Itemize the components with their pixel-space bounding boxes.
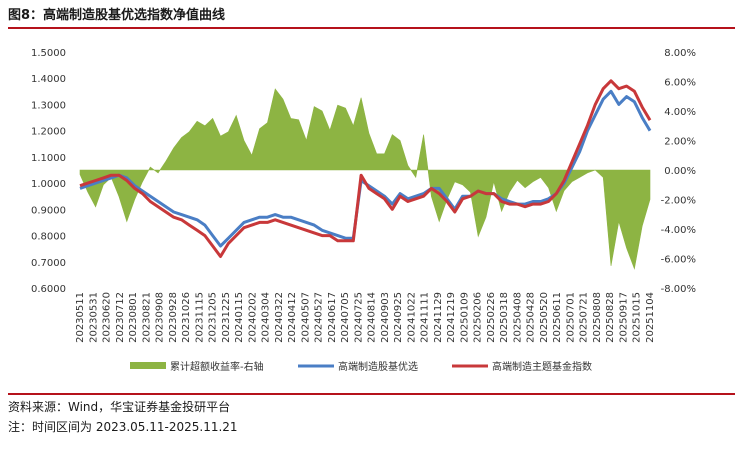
x-tick-label: 20251104: [645, 292, 656, 343]
left-tick-label: 0.9000: [31, 205, 66, 216]
x-tick-label: 20250828: [605, 292, 616, 343]
right-tick-label: -6.00%: [661, 255, 696, 266]
right-tick-label: -8.00%: [661, 284, 696, 295]
bottom-rule: [8, 393, 735, 395]
x-tick-label: 20240527: [314, 292, 325, 343]
x-tick-label: 20230531: [88, 292, 99, 343]
x-tick-label: 20231026: [181, 292, 192, 343]
x-tick-label: 20240322: [274, 292, 285, 343]
series-theme-fund-line: [79, 79, 652, 258]
x-tick-label: 20240617: [327, 292, 338, 343]
right-tick-label: 2.00%: [664, 137, 696, 148]
x-tick-label: 20250808: [592, 292, 603, 343]
source-text: 资料来源：Wind，华宝证券基金投研平台: [8, 400, 231, 414]
x-tick-label: 20240925: [393, 292, 404, 343]
x-tick-label: 20230712: [115, 292, 126, 343]
right-tick-label: -2.00%: [661, 196, 696, 207]
x-tick-label: 20240202: [247, 292, 258, 343]
x-tick-label: 20250318: [499, 292, 510, 343]
x-axis: 20230511 20230531 20230620 20230712 20230801…: [75, 292, 656, 343]
x-tick-label: 20230620: [102, 292, 113, 343]
left-tick-label: 1.4000: [31, 74, 66, 85]
legend-theme-fund-label: 高端制造主题基金指数: [492, 360, 592, 373]
right-tick-label: 6.00%: [664, 78, 696, 89]
x-tick-label: 20230908: [155, 292, 166, 343]
line-layer: [79, 79, 652, 258]
legend-stock-fund-label: 高端制造股基优选: [338, 360, 418, 373]
x-tick-label: 20231115: [194, 292, 205, 343]
x-tick-label: 20250520: [539, 292, 550, 343]
x-tick-label: 20250721: [579, 292, 590, 343]
x-tick-label: 20241022: [406, 292, 417, 343]
x-tick-label: 20250428: [526, 292, 537, 343]
x-tick-label: 20231225: [221, 292, 232, 343]
x-tick-label: 20250206: [473, 292, 484, 343]
series-excess-area: [79, 88, 651, 270]
x-tick-label: 20240115: [234, 292, 245, 343]
legend-excess-label: 累计超额收益率-右轴: [170, 360, 264, 373]
x-tick-label: 20251015: [632, 292, 643, 343]
right-tick-label: 4.00%: [664, 107, 696, 118]
x-tick-label: 20241111: [420, 292, 431, 343]
left-tick-label: 1.3000: [31, 100, 66, 111]
right-tick-label: -4.00%: [661, 225, 696, 236]
right-tick-label: 8.00%: [664, 48, 696, 59]
x-tick-label: 20250408: [512, 292, 523, 343]
x-tick-label: 20240903: [380, 292, 391, 343]
x-tick-label: 20240814: [367, 292, 378, 343]
x-tick-label: 20240507: [300, 292, 311, 343]
x-tick-label: 20230801: [128, 292, 139, 343]
x-tick-label: 20250109: [459, 292, 470, 343]
x-tick-label: 20240705: [340, 292, 351, 343]
x-tick-label: 20250611: [552, 292, 563, 343]
x-tick-label: 20231205: [208, 292, 219, 343]
left-axis: 0.6000 0.7000 0.8000 0.9000 1.0000 1.1000 1.20…: [31, 48, 66, 295]
x-tick-label: 20241219: [446, 292, 457, 343]
left-tick-label: 1.1000: [31, 153, 66, 164]
left-tick-label: 0.7000: [31, 258, 66, 269]
right-axis: -8.00% -6.00% -4.00% -2.00% 0.00% 2.00% 4.00% 6…: [661, 48, 696, 295]
left-tick-label: 1.0000: [31, 179, 66, 190]
top-rule: [8, 27, 735, 29]
x-tick-label: 20230821: [141, 292, 152, 343]
x-tick-label: 20250701: [565, 292, 576, 343]
excess-area-layer: [79, 88, 651, 270]
legend-excess-swatch: [130, 362, 166, 369]
legend: 累计超额收益率-右轴 高端制造股基优选 高端制造主题基金指数: [130, 360, 592, 373]
x-tick-label: 20230928: [168, 292, 179, 343]
right-tick-label: 0.00%: [664, 166, 696, 177]
x-tick-label: 20250917: [618, 292, 629, 343]
x-tick-label: 20230511: [75, 292, 86, 343]
chart-title: 图8：高端制造股基优选指数净值曲线: [8, 8, 226, 23]
x-tick-label: 20241129: [433, 292, 444, 343]
x-tick-label: 20240412: [287, 292, 298, 343]
x-tick-label: 20240725: [353, 292, 364, 343]
left-tick-label: 1.5000: [31, 48, 66, 59]
left-tick-label: 0.8000: [31, 232, 66, 243]
left-tick-label: 0.6000: [31, 284, 66, 295]
left-tick-label: 1.2000: [31, 127, 66, 138]
x-tick-label: 20240304: [261, 292, 272, 343]
note-text: 注：时间区间为 2023.05.11-2025.11.21: [8, 420, 238, 434]
x-tick-label: 20250226: [486, 292, 497, 343]
chart: 0.6000 0.7000 0.8000 0.9000 1.0000 1.1000 1.20…: [31, 48, 696, 373]
